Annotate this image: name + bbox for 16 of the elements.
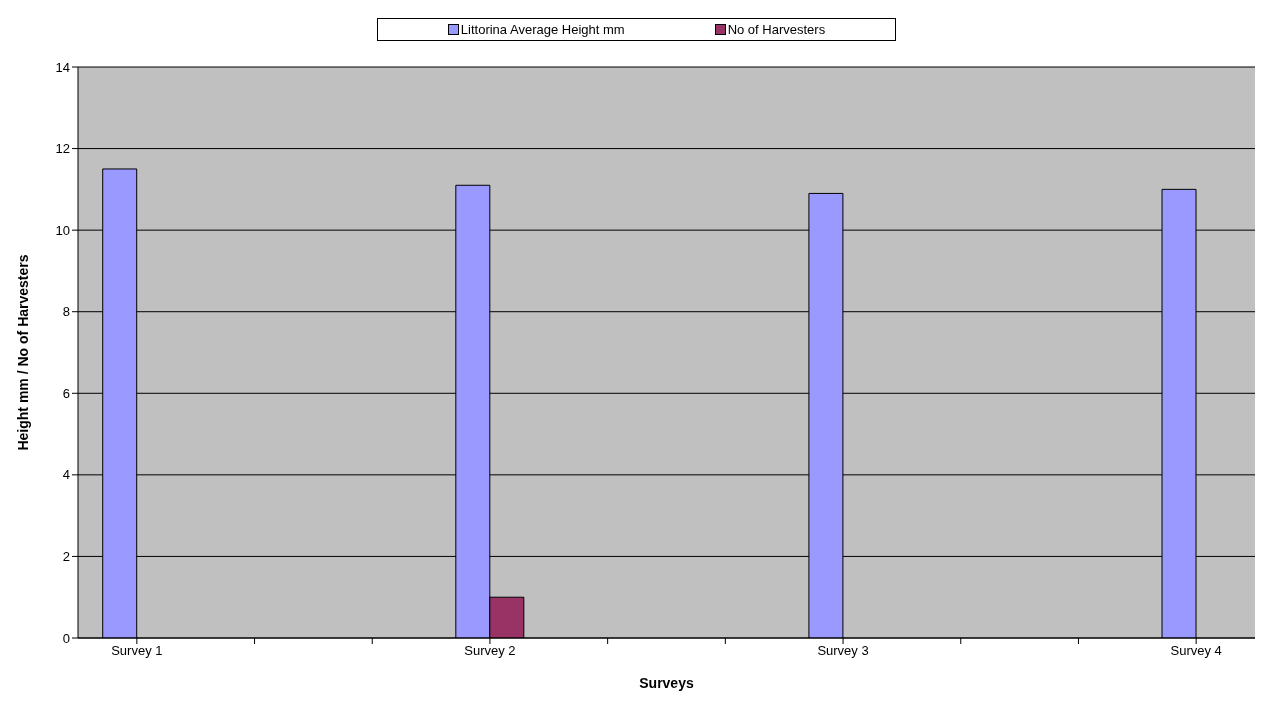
y-tick-label: 2 xyxy=(62,549,70,565)
x-tick-label: Survey 3 xyxy=(817,643,869,659)
y-tick-label: 6 xyxy=(62,385,70,401)
legend-label: Littorina Average Height mm xyxy=(459,22,625,37)
legend-label: No of Harvesters xyxy=(726,22,826,37)
y-tick-label: 8 xyxy=(62,304,70,320)
x-axis-title: Surveys xyxy=(639,675,694,691)
y-tick-label: 10 xyxy=(55,222,70,238)
x-tick-label: Survey 4 xyxy=(1170,643,1222,659)
y-tick-label: 4 xyxy=(62,467,70,483)
y-tick-label: 14 xyxy=(55,59,70,75)
x-tick-label: Survey 2 xyxy=(464,643,516,659)
y-axis-title: Height mm / No of Harvesters xyxy=(14,254,31,451)
y-tick-label: 0 xyxy=(62,630,70,646)
y-tick-label: 12 xyxy=(55,141,70,157)
x-tick-label: Survey 1 xyxy=(111,643,163,659)
